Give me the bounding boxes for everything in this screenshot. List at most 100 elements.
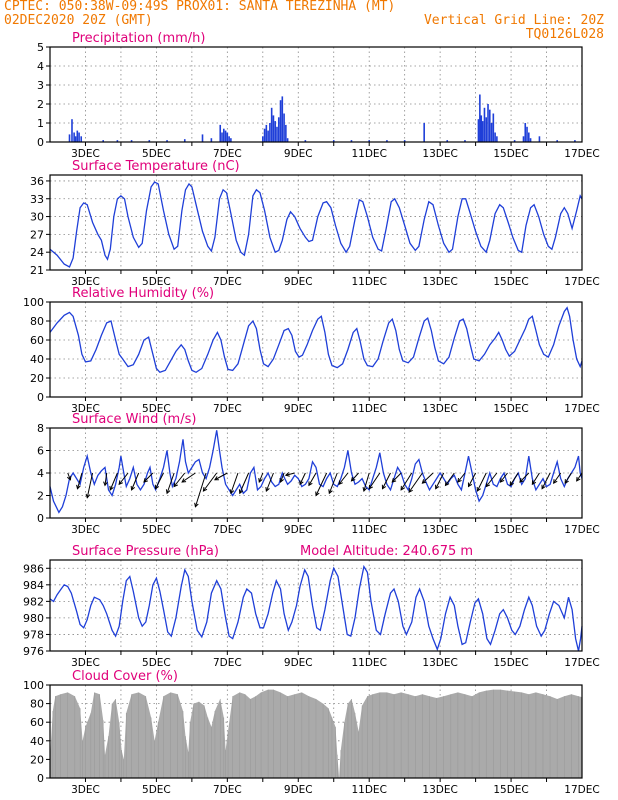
- wind-arrowhead: [181, 478, 187, 483]
- wind-vector: [422, 472, 434, 484]
- wind-vector: [143, 472, 154, 483]
- x-tick-label: 11DEC: [351, 784, 386, 796]
- wind-vector: [230, 472, 239, 494]
- wind-vector: [391, 472, 402, 483]
- wind-arrowhead: [338, 480, 343, 486]
- precip-bar: [332, 140, 335, 142]
- panel-title-extra: Model Altitude: 240.675 m: [300, 544, 473, 559]
- x-tick-label: 17DEC: [564, 784, 599, 796]
- precip-bar: [274, 121, 277, 142]
- wind-vector: [485, 472, 498, 487]
- wind-vector: [468, 472, 477, 487]
- x-tick-label: 17DEC: [564, 276, 599, 288]
- precip-bar: [522, 136, 525, 142]
- x-tick-label: 13DEC: [422, 524, 457, 536]
- wind-arrowhead: [553, 479, 558, 484]
- wind-vector: [280, 472, 285, 483]
- y-tick-label: 0: [37, 391, 44, 404]
- wind-vector: [435, 472, 445, 489]
- wind-vector: [315, 472, 328, 496]
- x-tick-label: 7DEC: [213, 403, 242, 415]
- x-tick-label: 15DEC: [493, 403, 528, 415]
- wind-vector: [109, 472, 118, 491]
- precip-bar: [276, 126, 278, 142]
- precip-bar: [479, 94, 481, 142]
- precip-bar: [80, 136, 83, 142]
- precip-bar: [350, 140, 353, 142]
- precip-bar: [224, 130, 227, 142]
- precip-bar: [130, 140, 133, 142]
- wind-vector: [338, 472, 349, 485]
- x-tick-label: 5DEC: [142, 148, 171, 160]
- wind-vector: [576, 472, 583, 482]
- wind-arrowhead: [457, 477, 462, 483]
- x-tick-label: 5DEC: [142, 657, 171, 669]
- precip-bar: [74, 136, 77, 142]
- wind-vector: [531, 472, 540, 485]
- wind-arrowhead: [76, 484, 81, 490]
- wind-arrowhead: [103, 481, 108, 487]
- wind-vector: [104, 472, 108, 486]
- y-tick-label: 24: [30, 246, 44, 259]
- wind-vector: [351, 472, 359, 482]
- x-tick-label: 9DEC: [284, 148, 313, 160]
- x-tick-label: 15DEC: [493, 784, 528, 796]
- precip-bar: [221, 132, 223, 142]
- x-tick-label: 15DEC: [493, 657, 528, 669]
- y-tick-label: 0: [37, 772, 44, 785]
- wind-vector: [457, 472, 466, 483]
- precip-bar: [528, 132, 530, 142]
- y-tick-label: 30: [30, 211, 44, 224]
- y-tick-label: 982: [23, 595, 44, 608]
- wind-vector: [86, 472, 94, 498]
- wind-vector: [214, 472, 228, 481]
- wind-arrowhead: [350, 476, 356, 482]
- wind-arrowhead: [229, 489, 235, 495]
- wind-arrowhead: [519, 478, 524, 483]
- wind-arrowhead: [143, 478, 148, 483]
- x-tick-label: 17DEC: [564, 403, 599, 415]
- panel-title: Surface Temperature (nC): [72, 159, 240, 174]
- precip-bar: [116, 140, 119, 142]
- y-tick-label: 0: [37, 136, 44, 149]
- x-tick-label: 17DEC: [564, 524, 599, 536]
- precip-bar: [574, 140, 576, 142]
- precip-bar: [494, 132, 496, 142]
- x-tick-label: 13DEC: [422, 276, 457, 288]
- panel-frame: [49, 559, 583, 652]
- y-tick-label: 2: [37, 98, 44, 111]
- panel-title: Surface Wind (m/s): [72, 412, 196, 427]
- precip-bar: [228, 136, 230, 142]
- x-tick-label: 11DEC: [351, 276, 386, 288]
- precip-bar: [477, 119, 480, 142]
- x-tick-label: 13DEC: [422, 403, 457, 415]
- panel-title: Surface Pressure (hPa): [72, 544, 219, 559]
- wind-arrowhead: [265, 486, 270, 492]
- x-tick-label: 3DEC: [71, 657, 100, 669]
- x-tick-label: 7DEC: [213, 657, 242, 669]
- wind-vector: [258, 472, 264, 483]
- precip-bar: [281, 96, 284, 142]
- series-line: [49, 181, 583, 268]
- precip-bar: [210, 138, 213, 142]
- wind-arrowhead: [381, 484, 387, 490]
- precip-bar: [386, 140, 388, 142]
- wind-arrowhead: [67, 475, 72, 481]
- wind-vector: [194, 472, 207, 507]
- x-tick-label: 11DEC: [351, 657, 386, 669]
- series-line: [49, 564, 583, 652]
- wind-arrowhead: [541, 484, 546, 490]
- wind-arrowhead: [467, 482, 473, 488]
- wind-vector: [265, 472, 274, 492]
- precip-bar: [529, 138, 532, 142]
- header-line-1: CPTEC: 050:38W-09:49S PROX01: SANTA TERE…: [4, 0, 396, 14]
- x-tick-label: 3DEC: [71, 403, 100, 415]
- precip-bar: [538, 136, 541, 142]
- wind-arrowhead: [509, 481, 514, 487]
- wind-arrowhead: [299, 480, 304, 486]
- wind-arrowhead: [258, 477, 263, 483]
- wind-arrowhead: [214, 476, 219, 481]
- precip-bar: [286, 138, 289, 142]
- x-tick-label: 7DEC: [213, 148, 242, 160]
